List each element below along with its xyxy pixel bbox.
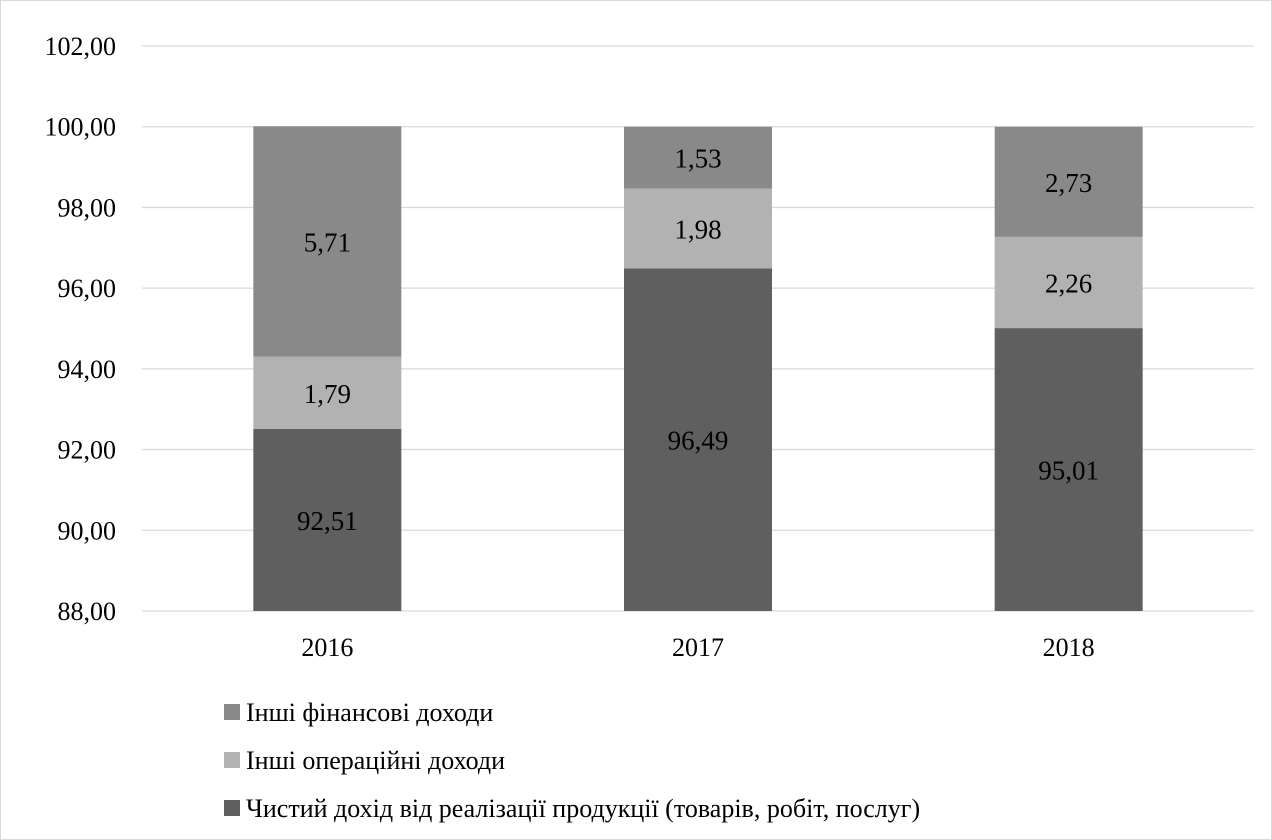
legend-swatch xyxy=(224,752,240,768)
legend-item: Інші фінансові доходи xyxy=(224,698,493,727)
y-tick-label: 98,00 xyxy=(58,193,117,222)
data-label: 2,26 xyxy=(1045,268,1092,298)
bar-segment xyxy=(994,328,1143,611)
legend-label: Інші операційні доходи xyxy=(246,746,505,775)
bar-segment xyxy=(624,188,772,269)
y-tick-label: 88,00 xyxy=(58,597,117,626)
legend-swatch xyxy=(224,800,240,816)
x-tick-label: 2016 xyxy=(301,633,353,662)
y-axis-tick-labels: 88,00 90,00 92,00 94,00 96,00 98,00 100,00 102,… xyxy=(45,32,117,626)
data-label: 1,79 xyxy=(304,379,351,409)
bar-segment xyxy=(624,268,772,611)
legend-label: Інші фінансові доходи xyxy=(246,698,493,727)
bar-segment xyxy=(253,126,402,357)
data-label: 5,71 xyxy=(304,228,351,258)
legend: Інші фінансові доходи Інші операційні дох… xyxy=(224,698,920,823)
bar-segment xyxy=(994,236,1143,329)
x-tick-label: 2017 xyxy=(672,633,724,662)
x-tick-label: 2018 xyxy=(1043,633,1095,662)
bar-segment xyxy=(253,356,402,429)
legend-item: Інші операційні доходи xyxy=(224,746,505,775)
data-label: 95,01 xyxy=(1038,456,1099,486)
x-axis-tick-labels: 2016 2017 2018 xyxy=(301,633,1094,662)
bar-segment xyxy=(253,428,402,611)
y-tick-label: 90,00 xyxy=(58,516,117,545)
bar-segment xyxy=(624,126,772,189)
y-tick-label: 96,00 xyxy=(58,274,117,303)
data-label: 1,53 xyxy=(674,144,721,174)
y-tick-label: 100,00 xyxy=(45,113,117,142)
data-label: 1,98 xyxy=(674,214,721,244)
y-tick-label: 94,00 xyxy=(58,355,117,384)
data-label: 96,49 xyxy=(668,426,729,456)
legend-swatch xyxy=(224,704,240,720)
y-tick-label: 92,00 xyxy=(58,436,117,465)
legend-label: Чистий дохід від реалізації продукції (т… xyxy=(246,794,920,823)
bars: 92,51 1,79 5,71 96,49 1,98 1,53 95,01 2,26 2,73 xyxy=(253,126,1143,611)
legend-item: Чистий дохід від реалізації продукції (т… xyxy=(224,794,920,823)
y-tick-label: 102,00 xyxy=(45,32,117,61)
bar-segment xyxy=(994,126,1143,237)
data-label: 92,51 xyxy=(297,506,358,536)
data-label: 2,73 xyxy=(1045,168,1092,198)
